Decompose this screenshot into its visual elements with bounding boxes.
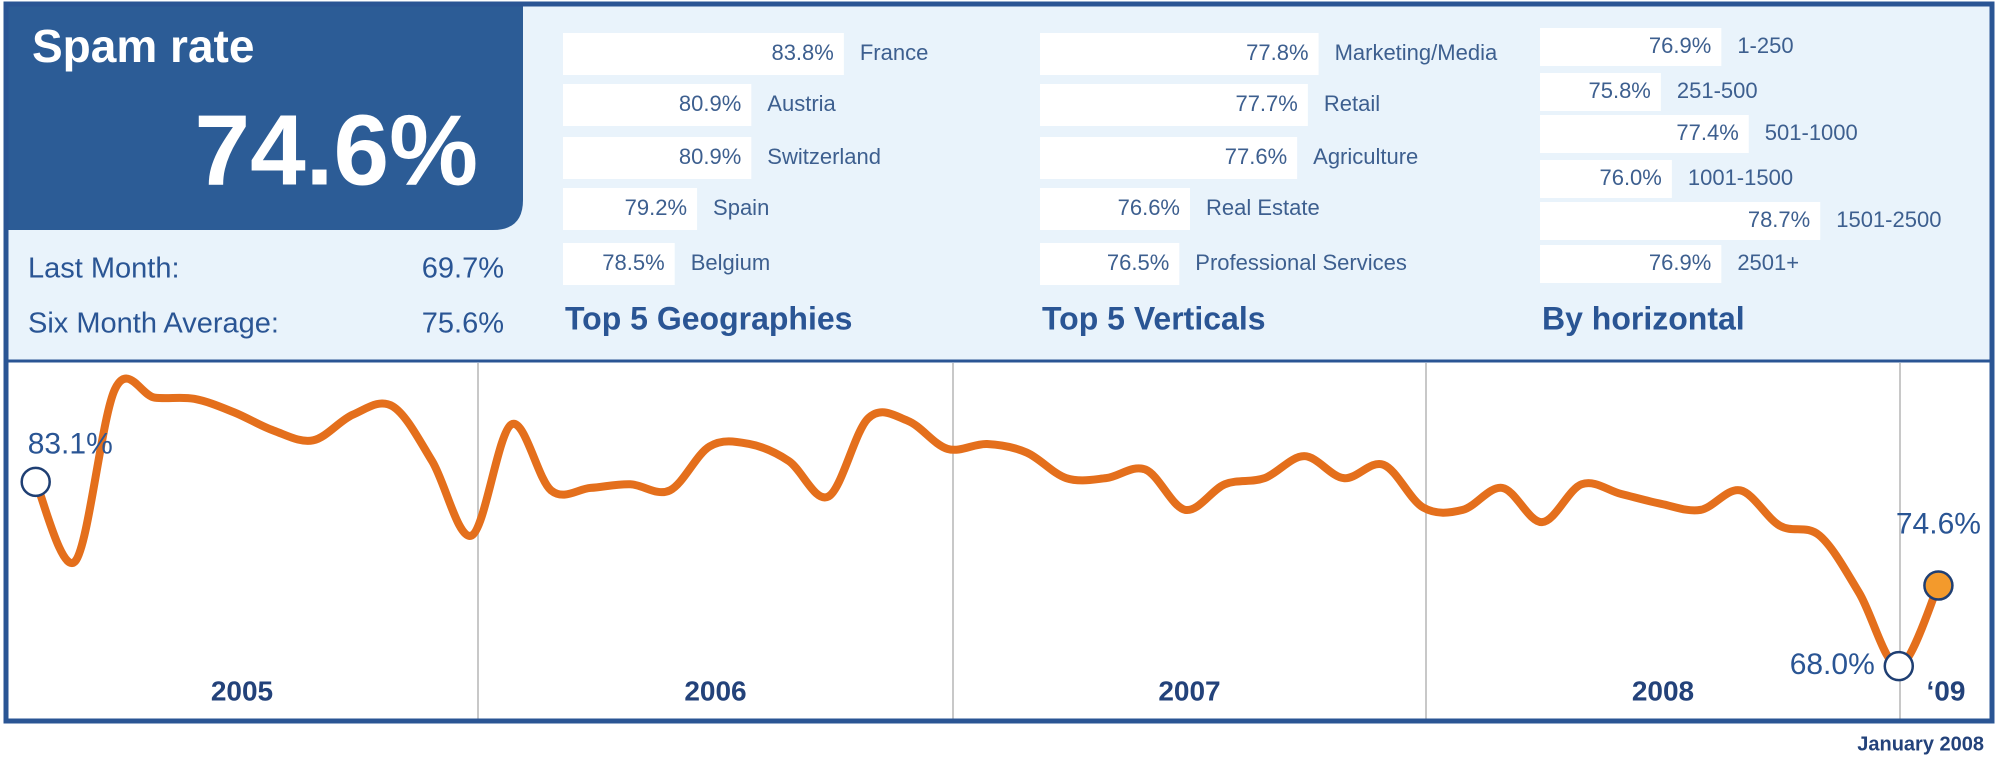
value-label: 78.7%: [1748, 207, 1810, 232]
bar: [1540, 28, 1722, 66]
panel-title: Top 5 Geographies: [565, 300, 852, 336]
bar: [1040, 243, 1180, 285]
value-label: 77.7%: [1235, 91, 1297, 116]
value-label: 78.5%: [602, 250, 664, 275]
bar: [1540, 73, 1661, 111]
value-label: 83.8%: [771, 40, 833, 65]
category-label: Agriculture: [1313, 144, 1418, 169]
bar: [563, 137, 752, 179]
category-label: Marketing/Media: [1335, 40, 1498, 65]
headline: 74.6%: [194, 94, 478, 206]
bar: [1540, 245, 1722, 283]
bar: [1540, 115, 1749, 153]
category-label: 1001-1500: [1688, 165, 1793, 190]
annotation: 74.6%: [1896, 507, 1981, 540]
value-label: 76.9%: [1649, 250, 1711, 275]
year-label: 2006: [684, 675, 746, 706]
category-label: 1-250: [1737, 33, 1793, 58]
category-label: Real Estate: [1206, 195, 1320, 220]
value-label: 76.6%: [1118, 195, 1180, 220]
bar: [1040, 137, 1298, 179]
bar: [563, 84, 752, 126]
bar: [563, 33, 844, 75]
category-label: 501-1000: [1765, 120, 1858, 145]
value-label: 76.9%: [1649, 33, 1711, 58]
panel-title: By horizontal: [1542, 300, 1745, 336]
bar: [563, 188, 698, 230]
footer: January 2008: [1857, 733, 1984, 755]
title: Spam rate: [32, 20, 254, 72]
category-label: 1501-2500: [1836, 207, 1941, 232]
category-label: France: [860, 40, 928, 65]
value-label: 76.5%: [1107, 250, 1169, 275]
bar: [1540, 160, 1672, 198]
bar: [1040, 33, 1319, 75]
bar: [1040, 84, 1308, 126]
bar: [1540, 202, 1821, 240]
value-label: 77.6%: [1225, 144, 1287, 169]
marker: [1883, 650, 1915, 682]
value-label: 75.8%: [1588, 78, 1650, 103]
category-label: 251-500: [1677, 78, 1758, 103]
marker: [20, 466, 51, 498]
value-label: 80.9%: [679, 91, 741, 116]
year-label: 2008: [1632, 675, 1694, 706]
category-label: Spain: [713, 195, 769, 220]
spam-line: [31, 374, 1943, 671]
category-label: 2501+: [1737, 250, 1799, 275]
marker: [1923, 570, 1954, 601]
value-label: 77.4%: [1676, 120, 1738, 145]
category-label: Professional Services: [1195, 250, 1407, 275]
stat-label: Last Month:: [28, 253, 180, 285]
category-label: Switzerland: [767, 144, 881, 169]
bar: [1040, 188, 1190, 230]
annotation: 68.0%: [1790, 648, 1875, 681]
year-label: ‘09: [1927, 675, 1966, 706]
stat-label: Six Month Average:: [28, 308, 279, 340]
category-label: Retail: [1324, 91, 1380, 116]
annotation: 83.1%: [28, 428, 113, 461]
category-label: Belgium: [691, 250, 770, 275]
stat-value: 69.7%: [422, 253, 504, 285]
headline-box: [6, 4, 523, 230]
panel-title: Top 5 Verticals: [1042, 300, 1266, 336]
year-label: 2005: [211, 675, 273, 706]
stat-value: 75.6%: [422, 308, 504, 340]
category-label: Austria: [767, 91, 836, 116]
bar: [563, 243, 675, 285]
year-label: 2007: [1158, 675, 1220, 706]
value-label: 80.9%: [679, 144, 741, 169]
value-label: 79.2%: [625, 195, 687, 220]
frame-border: [3, 1, 1995, 724]
value-label: 76.0%: [1599, 165, 1661, 190]
value-label: 77.8%: [1246, 40, 1308, 65]
